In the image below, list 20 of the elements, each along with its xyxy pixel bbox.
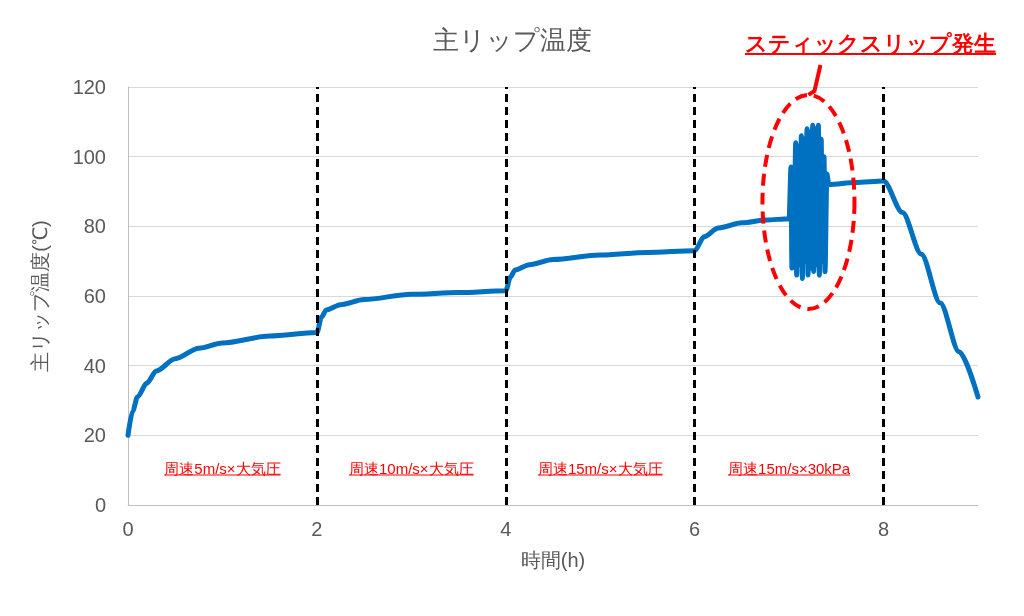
- y-tick-label: 0: [94, 494, 106, 516]
- annotation: 周速15m/s×30kPa: [728, 459, 851, 479]
- y-axis-title: 主リップ温度(℃): [29, 220, 51, 372]
- x-tick-label: 6: [689, 518, 701, 540]
- y-tick-label: 100: [72, 145, 106, 168]
- annotation: 周速10m/s×大気圧: [349, 459, 474, 479]
- y-tick-label: 20: [83, 424, 106, 447]
- x-axis-title: 時間(h): [520, 549, 586, 571]
- chart-title: 主リップ温度: [432, 25, 592, 55]
- y-tick-label: 40: [83, 354, 106, 377]
- x-tick-label: 8: [877, 518, 890, 540]
- y-tick-label: 60: [83, 285, 106, 307]
- text: スティックスリップ発生: [744, 29, 996, 58]
- x-tick-label: 2: [311, 518, 323, 540]
- annotation: 周速15m/s×大気圧: [537, 459, 663, 479]
- annotation: 周速5m/s×大気圧: [164, 459, 281, 479]
- x-tick-label: 4: [500, 518, 512, 540]
- y-tick-label: 120: [72, 76, 106, 98]
- x-tick-label: 0: [122, 518, 134, 540]
- y-tick-label: 80: [83, 215, 106, 238]
